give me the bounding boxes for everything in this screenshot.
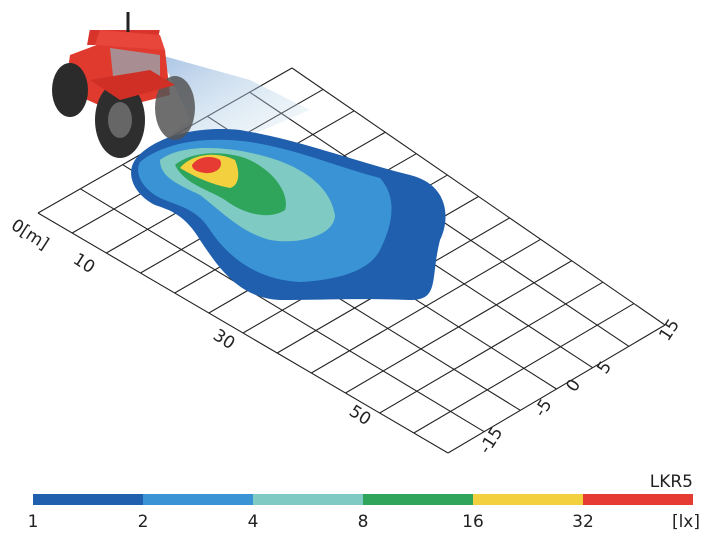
legend-level: 1 [28, 512, 39, 532]
width-label: -5 [530, 396, 556, 421]
legend-unit: [lx] [672, 512, 700, 532]
legend-swatch [253, 494, 363, 505]
distance-label: 0[m] [7, 215, 52, 254]
distance-label: 10 [69, 249, 98, 278]
legend-level: 4 [248, 512, 259, 532]
width-label: 15 [655, 316, 684, 345]
legend-swatch [363, 494, 473, 505]
legend-swatch [143, 494, 253, 505]
grid-line [80, 188, 485, 433]
iso-region [192, 157, 221, 174]
legend-title: LKR5 [650, 472, 693, 492]
illuminance-map [131, 129, 446, 300]
legend-level: 2 [138, 512, 149, 532]
legend: 1 2 4 8 16 32 [28, 494, 693, 532]
grid-line [291, 67, 666, 326]
legend-swatch [473, 494, 583, 505]
distance-label: 30 [209, 325, 238, 354]
tractor [52, 12, 195, 158]
legend-level: 32 [572, 512, 594, 532]
legend-level: 8 [358, 512, 369, 532]
distance-label: 50 [345, 401, 374, 430]
legend-swatch [33, 494, 143, 505]
legend-level: 16 [462, 512, 484, 532]
grid-line [37, 212, 449, 454]
legend-swatch [583, 494, 693, 505]
